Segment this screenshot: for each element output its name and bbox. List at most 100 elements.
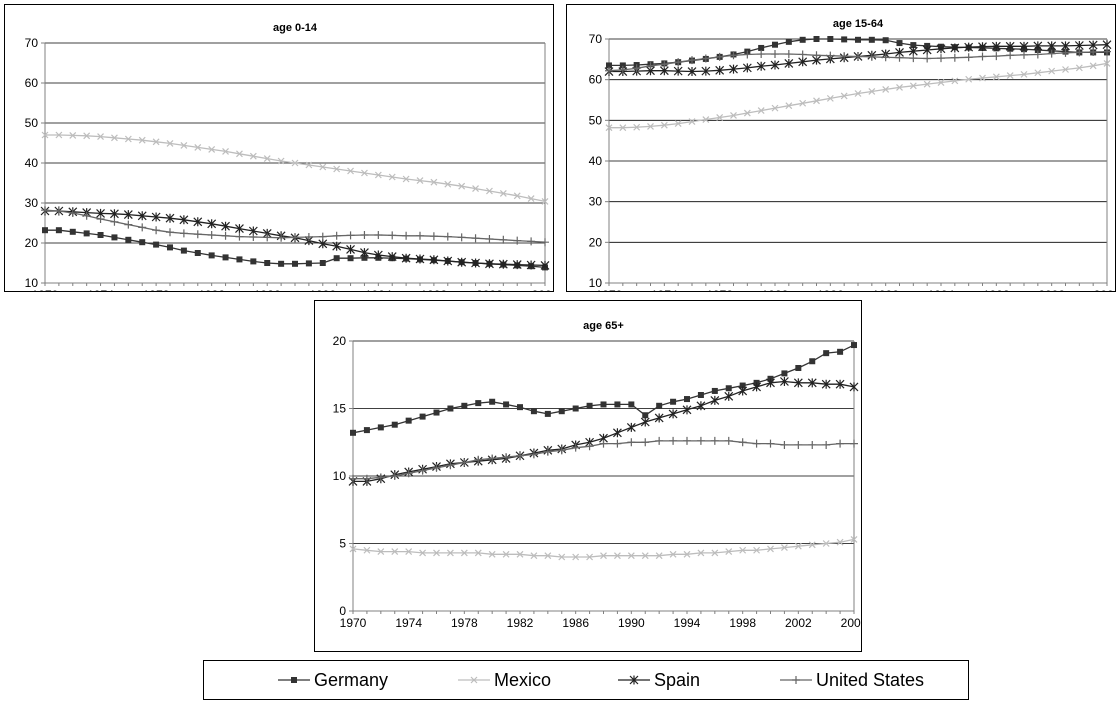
y-tick-label: 30 [25, 196, 39, 210]
data-point-germany [503, 401, 510, 408]
data-point-united-states [41, 206, 49, 215]
x-tick-label: 1978 [706, 288, 733, 291]
legend-label-mexico: Mexico [494, 670, 551, 690]
x-tick-label: 1982 [762, 288, 789, 291]
data-point-spain [770, 60, 780, 70]
data-point-mexico [683, 550, 691, 558]
data-point-spain [318, 239, 328, 249]
data-point-mexico [1075, 64, 1083, 72]
data-point-spain [729, 64, 738, 74]
data-point-spain [526, 260, 536, 270]
data-point-germany [125, 236, 132, 243]
chart-panel-age-0-14: age 0-14 10 20 30 40 50 60 70 1970 1974 1978 1982 19… [4, 4, 554, 292]
data-point-mexico [388, 173, 396, 181]
data-point-spain [110, 209, 119, 219]
data-point-mexico [794, 542, 802, 550]
data-point-spain [151, 212, 161, 222]
data-point-spain [950, 43, 960, 53]
data-point-spain [835, 379, 845, 389]
data-point-germany [55, 227, 62, 234]
data-point-germany [795, 365, 802, 371]
x-tick-label: 1986 [254, 288, 281, 291]
chart-title: age 0-14 [273, 22, 318, 34]
data-point-united-states [688, 56, 696, 65]
data-point-germany [558, 408, 565, 415]
data-point-spain [1033, 41, 1043, 51]
data-point-spain [936, 44, 946, 54]
data-point-spain [964, 42, 974, 52]
data-point-spain [756, 61, 766, 71]
data-point-united-states [527, 237, 536, 246]
x-tick-label: 1990 [872, 288, 899, 291]
data-point-mexico [951, 77, 959, 85]
data-point-united-states [585, 442, 594, 451]
data-point-mexico [180, 141, 188, 149]
data-point-mexico [416, 177, 424, 185]
data-point-germany [319, 260, 326, 266]
data-point-united-states [471, 234, 480, 243]
data-point-mexico [868, 88, 876, 95]
data-point-mexico [854, 90, 862, 97]
data-point-mexico [730, 112, 737, 119]
x-tick-label: 2006 [841, 616, 861, 630]
data-point-united-states [207, 231, 216, 239]
data-point-legend-mexico [470, 676, 478, 684]
data-point-united-states [263, 233, 272, 242]
data-point-spain [179, 215, 189, 225]
data-point-mexico [249, 152, 257, 160]
series-line-germany [352, 344, 855, 434]
data-point-mexico [1062, 66, 1069, 73]
data-point-mexico [474, 549, 482, 557]
data-point-spain [387, 252, 397, 262]
data-point-united-states [715, 52, 724, 61]
data-point-mexico [808, 541, 816, 549]
data-point-united-states [850, 439, 858, 448]
chart-title: age 15-64 [833, 18, 884, 30]
data-point-united-states [794, 440, 803, 449]
data-point-united-states [766, 439, 775, 448]
data-point-germany [572, 405, 579, 412]
data-point-united-states [54, 207, 63, 215]
data-point-germany [292, 260, 298, 267]
data-point-legend-germany [291, 677, 297, 683]
data-point-united-states [1020, 50, 1028, 59]
chart-panel-age-15-64: age 15-64 10 20 30 40 50 60 70 1970 1974 1978 1982 1… [566, 4, 1116, 292]
data-point-mexico [349, 545, 357, 553]
data-point-spain [710, 395, 720, 405]
data-point-mexico [433, 549, 440, 557]
data-point-mexico [138, 136, 146, 144]
data-point-mexico [544, 552, 552, 560]
data-point-united-states [627, 438, 636, 447]
data-point-mexico [194, 143, 202, 151]
data-point-germany [139, 239, 146, 246]
data-point-united-states [881, 53, 890, 62]
data-point-mexico [152, 138, 160, 146]
data-point-germany [697, 392, 704, 398]
data-point-mexico [780, 544, 788, 551]
data-point-spain [715, 65, 725, 75]
data-point-united-states [124, 220, 133, 229]
data-point-mexico [850, 536, 858, 543]
data-point-mexico [488, 550, 496, 558]
data-point-germany [350, 429, 356, 436]
data-point-spain [738, 386, 748, 396]
data-point-spain [724, 391, 734, 401]
data-point-germany [361, 254, 368, 261]
data-point-mexico [716, 114, 724, 121]
data-point-united-states [513, 236, 522, 245]
data-point-germany [347, 255, 354, 262]
data-point-mexico [937, 79, 945, 86]
x-tick-label: 1994 [365, 288, 392, 291]
data-point-mexico [472, 185, 479, 193]
data-point-germany [194, 250, 201, 256]
data-point-united-states [488, 454, 497, 463]
x-tick-label: 1986 [562, 616, 589, 630]
data-point-spain [221, 221, 230, 231]
data-point-united-states [360, 231, 369, 239]
data-point-mexico [402, 175, 410, 183]
data-point-mexico [558, 553, 566, 561]
data-point-united-states [291, 233, 299, 242]
y-tick-label: 50 [589, 113, 603, 127]
data-point-mexico [600, 552, 607, 560]
data-point-germany [809, 358, 816, 365]
